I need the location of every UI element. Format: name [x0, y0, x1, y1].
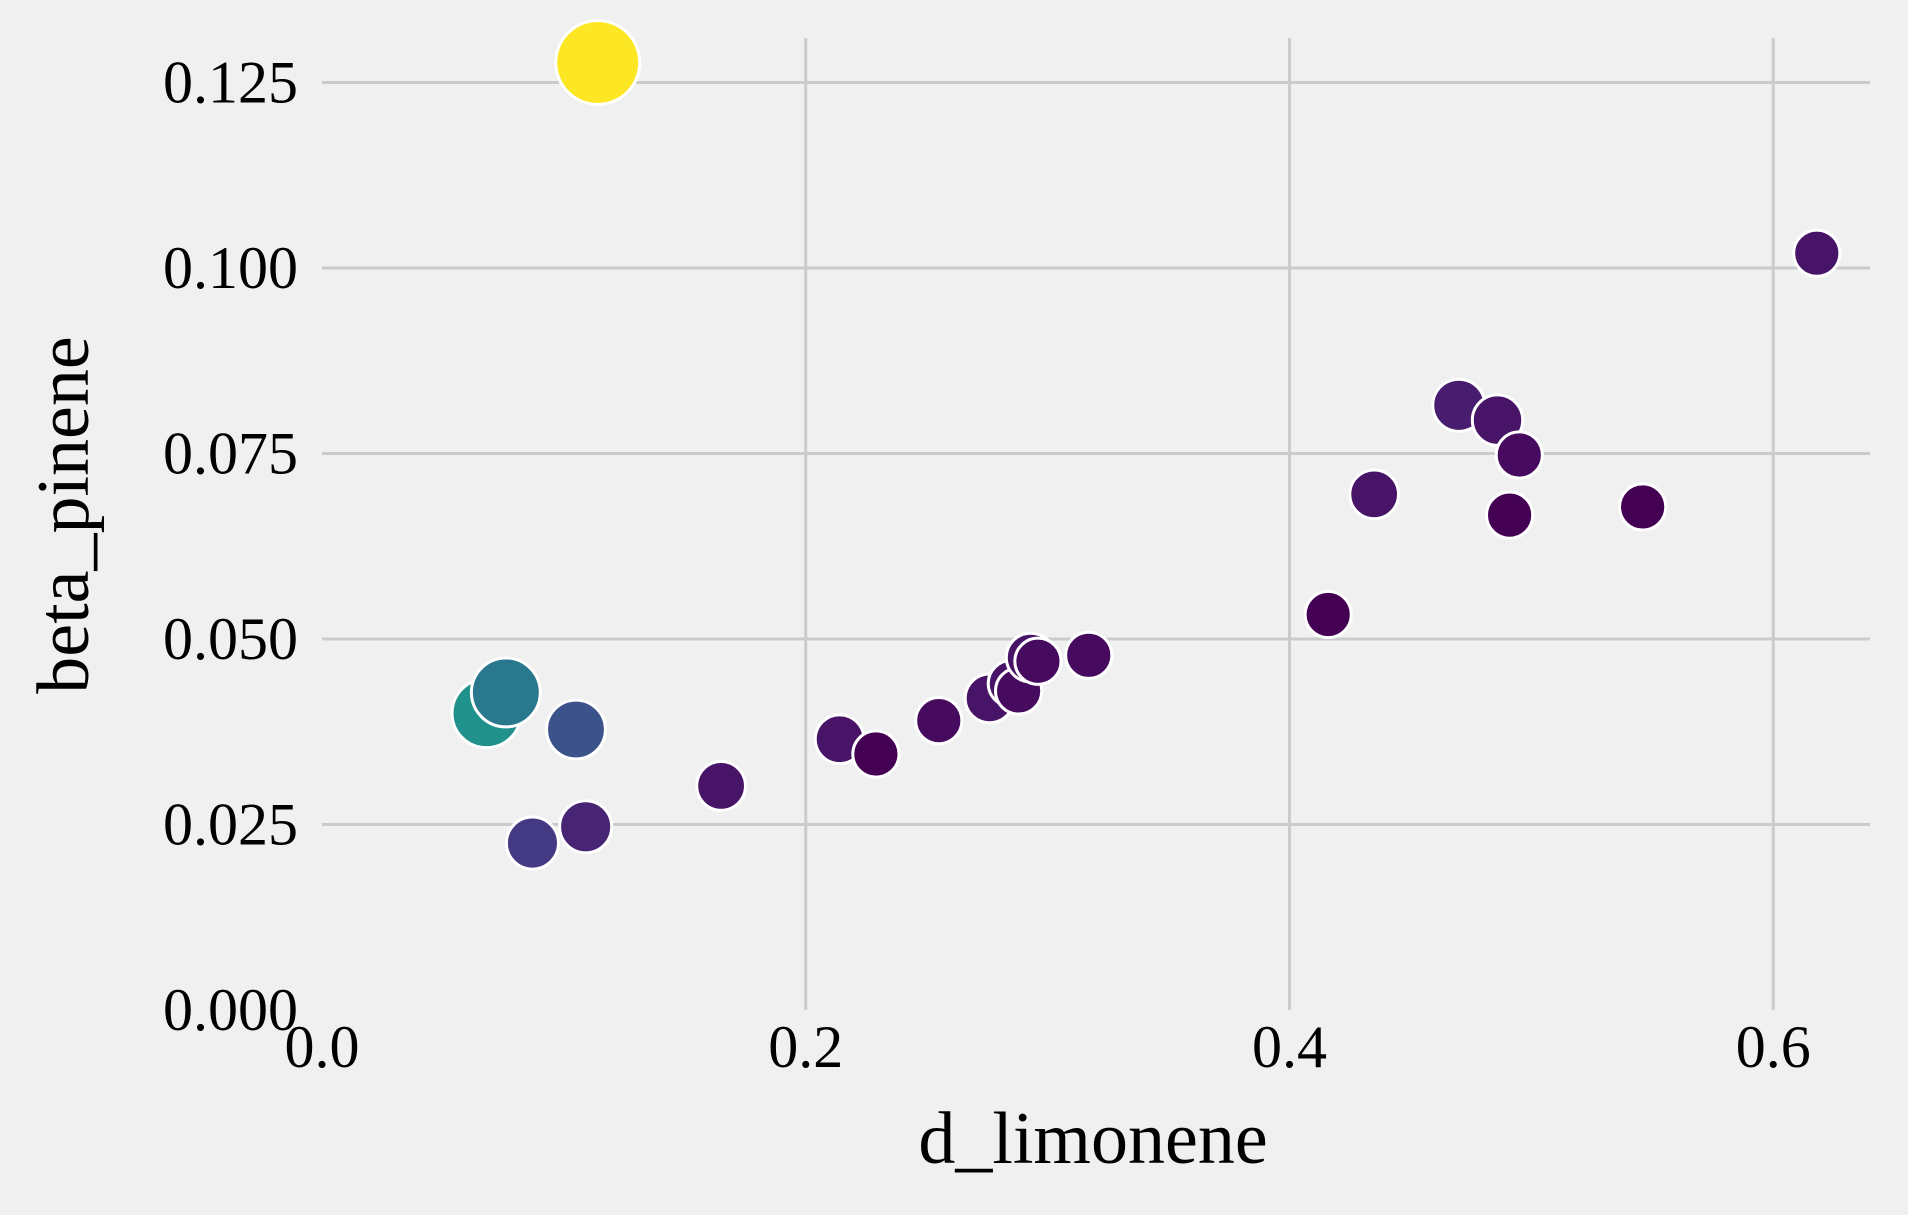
scatter-point: [1303, 589, 1353, 640]
scatter-point: [1064, 630, 1114, 680]
scatter-point: [851, 729, 901, 779]
x-axis-label: d_limonene: [918, 1098, 1267, 1180]
scatter-point: [1485, 490, 1535, 540]
scatter-point: [1013, 636, 1063, 686]
y-tick-label: 0.000: [163, 977, 298, 1043]
y-tick-label: 0.075: [163, 421, 298, 487]
scatter-point: [695, 760, 747, 812]
tick-labels: 0.0 0.2 0.4 0.6 0.000 0.025 0.050 0.075 0.100 0.1…: [163, 50, 1811, 1080]
scatter-point: [554, 18, 642, 106]
scatter-point: [914, 696, 964, 746]
scatter-point: [1348, 468, 1401, 521]
y-axis-label: beta_pinene: [23, 336, 105, 694]
y-tick-label: 0.025: [163, 792, 298, 858]
x-tick-label: 0.4: [1252, 1014, 1327, 1080]
scatter-point: [545, 698, 607, 761]
scatter-point: [1792, 228, 1842, 278]
data-points: [450, 18, 1842, 871]
x-tick-label: 0.0: [285, 1014, 360, 1080]
x-tick-label: 0.6: [1736, 1014, 1811, 1080]
scatter-point: [504, 815, 560, 871]
scatter-point: [558, 799, 614, 855]
scatter-point: [469, 656, 542, 729]
y-tick-label: 0.100: [163, 235, 298, 301]
y-tick-label: 0.050: [163, 606, 298, 672]
x-tick-label: 0.2: [768, 1014, 843, 1080]
y-tick-label: 0.125: [163, 50, 298, 116]
scatter-point: [1618, 482, 1668, 532]
scatter-point: [1494, 430, 1544, 480]
